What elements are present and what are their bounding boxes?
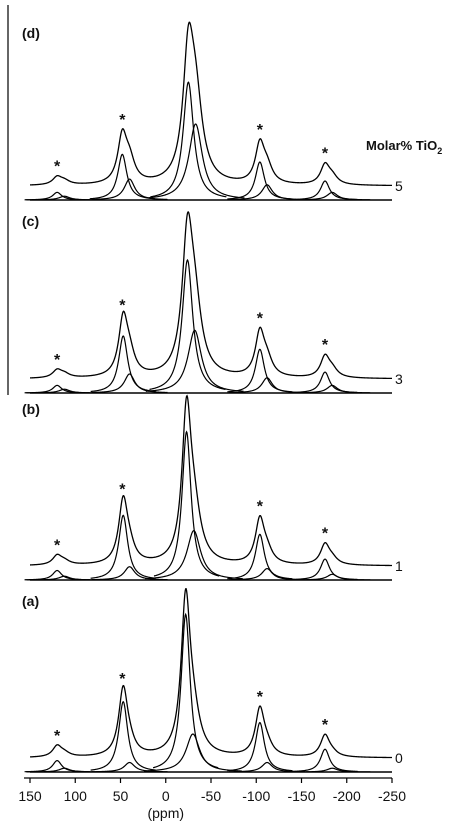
sideband-asterisk: * xyxy=(119,671,126,688)
molar-percent-label: 0 xyxy=(395,750,403,766)
x-tick-label: 0 xyxy=(162,788,170,804)
legend-title-main: Molar% TiO xyxy=(366,138,437,153)
component-peak xyxy=(227,721,293,772)
x-axis-title: (ppm) xyxy=(147,805,184,821)
total-spectrum xyxy=(29,21,393,187)
component-peak xyxy=(91,373,168,394)
x-tick-label: -100 xyxy=(242,788,270,804)
component-peak xyxy=(26,767,103,773)
component-peak xyxy=(91,566,168,581)
panel-label: (a) xyxy=(22,593,39,609)
component-peak xyxy=(26,575,103,581)
total-spectrum xyxy=(29,587,392,759)
sideband-asterisk: * xyxy=(257,689,264,706)
total-spectrum xyxy=(29,211,393,380)
component-peak xyxy=(294,191,371,201)
total-spectrum xyxy=(29,394,392,567)
component-peak xyxy=(149,258,226,390)
sideband-asterisk: * xyxy=(54,728,61,745)
sideband-asterisk: * xyxy=(322,337,329,354)
sideband-asterisk: * xyxy=(54,352,61,369)
sideband-asterisk: * xyxy=(119,481,126,498)
component-peak xyxy=(90,700,156,771)
panel-c: (c) * * * * 3 xyxy=(22,211,403,394)
component-peak xyxy=(144,529,243,580)
x-tick-label: -150 xyxy=(287,788,315,804)
sideband-asterisk: * xyxy=(119,112,126,129)
component-peak xyxy=(229,761,306,773)
component-peak xyxy=(150,81,227,198)
component-peak xyxy=(152,612,219,769)
sideband-asterisk: * xyxy=(322,717,329,734)
x-tick-label: -200 xyxy=(333,788,361,804)
component-peak xyxy=(89,153,155,200)
sideband-asterisk: * xyxy=(322,146,329,163)
spectra-panels: (d) * * * * 5 (c) * * * * 3 (b) * * * * 1 (a) * * * * 0 xyxy=(7,5,403,773)
legend-title-subscript: 2 xyxy=(437,146,442,156)
component-peak xyxy=(294,767,371,773)
x-tick-label: -250 xyxy=(378,788,406,804)
legend-title: Molar% TiO2 xyxy=(366,138,442,156)
panel-d: (d) * * * * 5 xyxy=(22,21,403,201)
sideband-asterisk: * xyxy=(257,310,264,327)
panel-label: (d) xyxy=(22,25,40,41)
component-peak xyxy=(227,348,293,393)
legend: Molar% TiO2 xyxy=(366,138,442,156)
component-peak xyxy=(294,573,371,581)
x-tick-label: 50 xyxy=(113,788,129,804)
x-tick-label: -50 xyxy=(201,788,221,804)
component-peak xyxy=(91,761,168,773)
component-peak xyxy=(292,748,358,772)
molar-percent-label: 1 xyxy=(395,558,403,574)
component-peak xyxy=(146,123,245,199)
component-peak xyxy=(292,558,358,581)
sideband-asterisk: * xyxy=(54,537,61,554)
panel-label: (c) xyxy=(22,213,39,229)
sideband-asterisk: * xyxy=(119,297,126,314)
panel-label: (b) xyxy=(22,401,40,417)
component-peak xyxy=(294,384,371,394)
sideband-asterisk: * xyxy=(257,122,264,139)
component-peak xyxy=(90,514,156,579)
component-peak xyxy=(227,533,293,580)
x-tick-label: 150 xyxy=(18,788,42,804)
component-peak xyxy=(144,733,242,772)
panel-a: (a) * * * * 0 xyxy=(22,587,403,773)
component-peak xyxy=(26,195,103,201)
sideband-asterisk: * xyxy=(54,159,61,176)
component-peak xyxy=(145,329,244,392)
component-peak xyxy=(91,178,168,201)
sideband-asterisk: * xyxy=(322,526,329,543)
molar-percent-label: 3 xyxy=(395,371,403,387)
component-peak xyxy=(153,430,220,577)
component-peak xyxy=(26,388,103,394)
molar-percent-label: 5 xyxy=(395,178,403,194)
x-axis: 150 100 50 0 -50 -100 -150 -200 -250 (ppm) xyxy=(18,777,406,821)
panel-b: (b) * * * * 1 xyxy=(22,394,403,581)
x-tick-label: 100 xyxy=(64,788,88,804)
sideband-asterisk: * xyxy=(257,499,264,516)
